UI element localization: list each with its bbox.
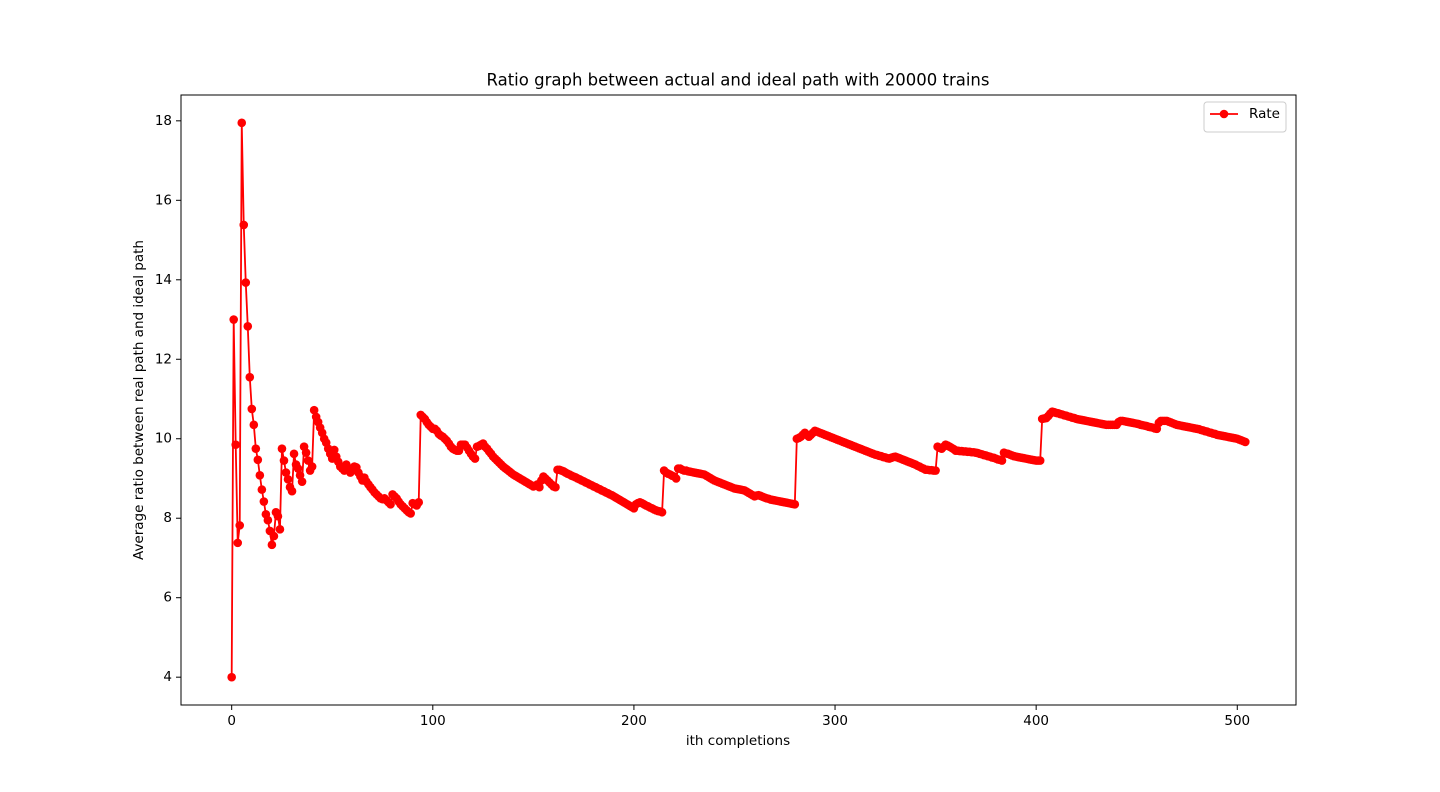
data-point [997,456,1007,465]
data-point [269,531,279,541]
data-point [657,507,667,517]
data-point [297,477,307,486]
data-point [283,474,293,484]
x-tick-label: 500 [1224,713,1250,729]
data-point [329,445,339,455]
chart-title: Ratio graph between actual and ideal pat… [487,71,990,90]
legend-label: Rate [1249,106,1280,122]
y-axis-label: Average ratio between real path and idea… [131,240,147,560]
data-point [470,454,480,463]
data-point [239,220,249,230]
data-point [1241,437,1250,447]
data-point [247,404,257,414]
data-point [253,455,263,465]
data-point [229,315,238,324]
data-point [231,440,241,450]
data-point [257,485,267,494]
data-point [233,538,243,548]
x-tick-label: 0 [227,713,236,729]
x-axis-label: ith completions [686,733,790,749]
data-point [259,497,269,506]
data-point [289,449,299,459]
data-point [1035,456,1045,465]
data-point [243,321,253,331]
y-tick-label: 10 [155,431,172,447]
data-point [301,448,311,457]
y-tick-label: 16 [155,192,172,208]
data-point [255,471,265,480]
data-point [931,466,940,475]
legend-box [1203,101,1287,133]
data-point [267,540,277,550]
data-point [245,372,255,382]
legend: Rate [1203,101,1287,133]
x-tick-label: 200 [621,713,647,729]
data-point [293,464,303,473]
legend-marker [1219,109,1229,119]
y-tick-label: 8 [163,510,172,526]
plot-frame [180,94,1297,706]
data-point [277,444,287,453]
data-point [249,420,259,430]
data-point [275,525,285,534]
x-tick-label: 300 [822,713,848,729]
y-tick-label: 6 [163,590,172,606]
data-point [406,509,415,518]
data-point [227,672,236,682]
data-point [307,462,317,471]
data-point [251,444,261,453]
y-tick-label: 14 [155,272,172,288]
x-tick-label: 100 [420,713,446,729]
data-point [273,511,283,521]
data-point [237,118,247,128]
data-point [414,498,424,507]
y-tick-label: 4 [163,669,172,685]
data-point [235,521,245,530]
y-tick-label: 18 [155,113,172,129]
data-point [263,515,273,525]
data-point [281,468,291,477]
data-point [279,456,289,465]
y-tick-label: 12 [155,351,172,367]
data-point [790,500,800,509]
data-point [241,278,251,287]
data-point [671,474,681,483]
data-point [551,482,560,492]
data-point [287,486,297,496]
data-point [535,482,544,492]
x-tick-label: 400 [1023,713,1049,729]
data-point [309,405,319,415]
data-point [386,500,395,509]
